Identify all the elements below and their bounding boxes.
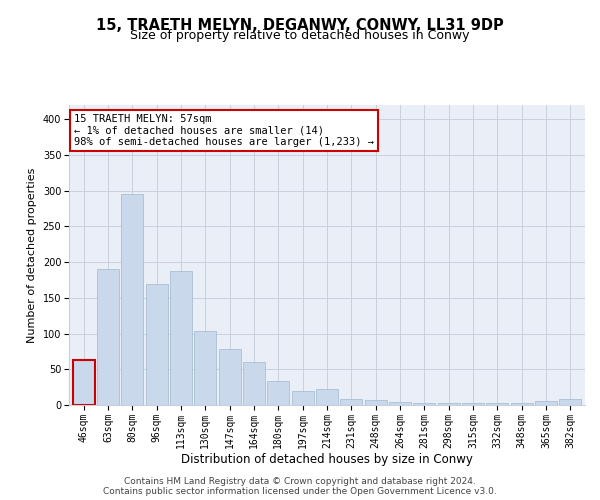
Bar bbox=[316, 388, 338, 405]
Text: 15, TRAETH MELYN, DEGANWY, CONWY, LL31 9DP: 15, TRAETH MELYN, DEGANWY, CONWY, LL31 9… bbox=[96, 18, 504, 32]
Bar bbox=[194, 332, 216, 405]
Bar bbox=[218, 348, 241, 405]
X-axis label: Distribution of detached houses by size in Conwy: Distribution of detached houses by size … bbox=[181, 454, 473, 466]
Text: 15 TRAETH MELYN: 57sqm
← 1% of detached houses are smaller (14)
98% of semi-deta: 15 TRAETH MELYN: 57sqm ← 1% of detached … bbox=[74, 114, 374, 147]
Bar bbox=[292, 390, 314, 405]
Bar bbox=[487, 403, 508, 405]
Bar bbox=[389, 402, 411, 405]
Text: Size of property relative to detached houses in Conwy: Size of property relative to detached ho… bbox=[130, 29, 470, 42]
Bar bbox=[559, 400, 581, 405]
Bar bbox=[146, 284, 167, 405]
Bar bbox=[438, 403, 460, 405]
Bar bbox=[413, 403, 436, 405]
Bar bbox=[97, 270, 119, 405]
Bar bbox=[365, 400, 386, 405]
Bar bbox=[340, 398, 362, 405]
Bar bbox=[121, 194, 143, 405]
Bar bbox=[535, 402, 557, 405]
Bar bbox=[170, 270, 192, 405]
Bar bbox=[462, 403, 484, 405]
Text: Contains public sector information licensed under the Open Government Licence v3: Contains public sector information licen… bbox=[103, 488, 497, 496]
Bar bbox=[243, 362, 265, 405]
Y-axis label: Number of detached properties: Number of detached properties bbox=[27, 168, 37, 342]
Text: Contains HM Land Registry data © Crown copyright and database right 2024.: Contains HM Land Registry data © Crown c… bbox=[124, 478, 476, 486]
Bar bbox=[73, 360, 95, 405]
Bar bbox=[268, 382, 289, 405]
Bar bbox=[511, 403, 533, 405]
